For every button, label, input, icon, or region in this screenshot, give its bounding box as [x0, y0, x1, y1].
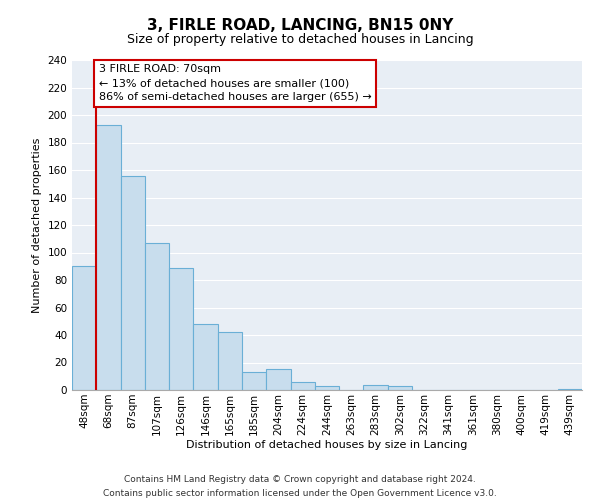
- Bar: [218, 332, 242, 390]
- Bar: [315, 386, 339, 390]
- Bar: [558, 388, 582, 390]
- Bar: [193, 324, 218, 390]
- Bar: [364, 384, 388, 390]
- Bar: [169, 268, 193, 390]
- Bar: [96, 124, 121, 390]
- Bar: [266, 370, 290, 390]
- Bar: [290, 382, 315, 390]
- X-axis label: Distribution of detached houses by size in Lancing: Distribution of detached houses by size …: [187, 440, 467, 450]
- Bar: [388, 386, 412, 390]
- Bar: [145, 243, 169, 390]
- Text: 3, FIRLE ROAD, LANCING, BN15 0NY: 3, FIRLE ROAD, LANCING, BN15 0NY: [147, 18, 453, 32]
- Text: Contains HM Land Registry data © Crown copyright and database right 2024.
Contai: Contains HM Land Registry data © Crown c…: [103, 476, 497, 498]
- Y-axis label: Number of detached properties: Number of detached properties: [32, 138, 42, 312]
- Text: 3 FIRLE ROAD: 70sqm
← 13% of detached houses are smaller (100)
86% of semi-detac: 3 FIRLE ROAD: 70sqm ← 13% of detached ho…: [99, 64, 371, 102]
- Text: Size of property relative to detached houses in Lancing: Size of property relative to detached ho…: [127, 32, 473, 46]
- Bar: [121, 176, 145, 390]
- Bar: [242, 372, 266, 390]
- Bar: [72, 266, 96, 390]
